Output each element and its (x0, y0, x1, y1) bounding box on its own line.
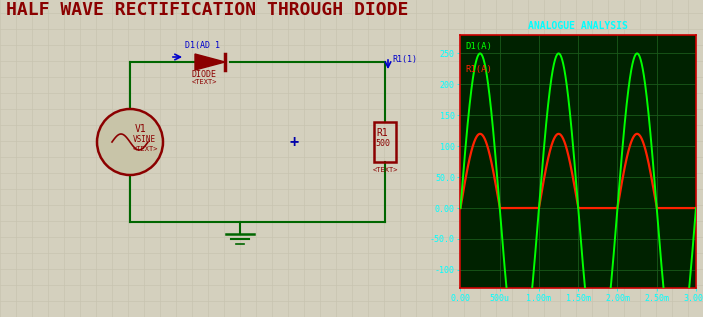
Text: R1(1): R1(1) (392, 55, 417, 64)
Text: D1(AD 1: D1(AD 1 (185, 41, 220, 50)
Text: V1: V1 (135, 124, 147, 134)
Text: <TEXT>: <TEXT> (373, 167, 399, 173)
Text: R1: R1 (376, 128, 388, 138)
Text: D1(A): D1(A) (465, 42, 492, 51)
Circle shape (97, 109, 163, 175)
Text: R1(A): R1(A) (465, 65, 492, 74)
Text: <TEXT>: <TEXT> (192, 79, 217, 85)
Text: HALF WAVE RECTIFICATION THROUGH DIODE: HALF WAVE RECTIFICATION THROUGH DIODE (6, 1, 408, 19)
Text: <TEXT>: <TEXT> (133, 146, 158, 152)
Text: +: + (290, 135, 299, 150)
Text: VSINE: VSINE (133, 135, 156, 144)
Text: DIODE: DIODE (192, 70, 217, 79)
Text: ANALOGUE ANALYSIS: ANALOGUE ANALYSIS (528, 21, 628, 31)
Text: 500: 500 (375, 139, 390, 148)
Polygon shape (195, 54, 225, 70)
Bar (374, 122, 396, 162)
